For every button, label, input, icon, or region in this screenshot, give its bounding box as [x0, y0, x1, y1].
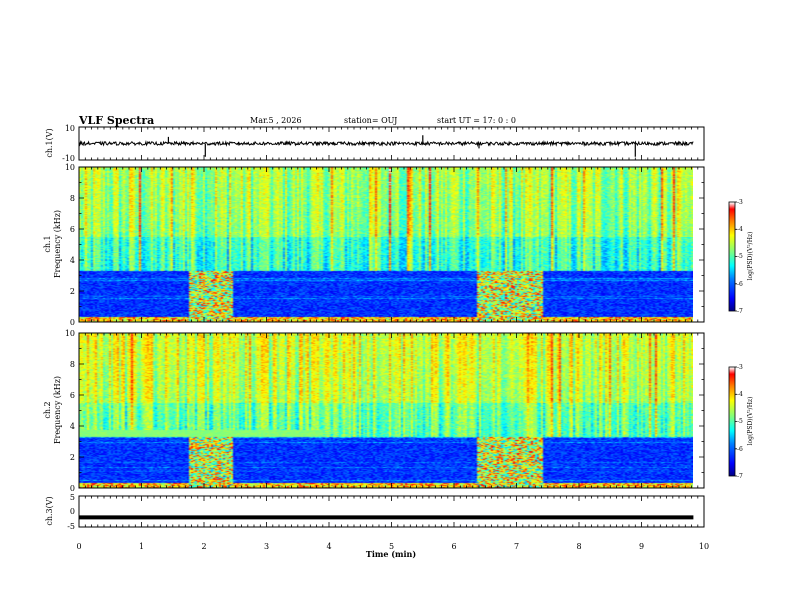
ch1-spectrogram-ylabel2: Frequency (kHz)	[53, 210, 62, 278]
cbar1-tick-label: -7	[737, 308, 743, 315]
x-axis-label: Time (min)	[366, 549, 416, 559]
cbar1-label: log(PSD)(V²/Hz)	[747, 232, 754, 281]
xtick-label: 6	[451, 542, 456, 551]
ch3-ytick-label: 5	[70, 493, 75, 502]
xtick-label: 1	[139, 542, 144, 551]
spec1-ytick-label: 0	[70, 318, 75, 327]
spec1-ytick-label: 8	[70, 194, 75, 203]
spec1-ytick-label: 2	[70, 287, 75, 296]
cbar2-label: log(PSD)(V²/Hz)	[747, 397, 754, 446]
xtick-label: 4	[326, 542, 331, 551]
spec2-ytick-label: 8	[70, 360, 75, 369]
cbar1-tick-label: -4	[737, 226, 743, 233]
spec2-ytick-label: 6	[70, 391, 75, 400]
ch1-ytick-label: 10	[65, 124, 75, 133]
axis-ticks	[78, 127, 737, 527]
xtick-label: 10	[699, 542, 709, 551]
xtick-label: 3	[264, 542, 269, 551]
cbar2-tick-label: -6	[737, 446, 743, 453]
spec1-ytick-label: 10	[65, 163, 75, 172]
ch2-spectrogram-image	[79, 333, 693, 488]
cbar2-tick-label: -5	[737, 418, 743, 425]
ch3-ytick-label: -5	[67, 522, 75, 531]
ch1-waveform-trace	[78, 139, 694, 148]
cbar2-tick-label: -7	[737, 473, 743, 480]
cbar1-tick-label: -5	[737, 253, 743, 260]
ch1-spectrogram-ylabel: ch.1	[43, 235, 52, 252]
ch1-colorbar	[729, 202, 735, 311]
xtick-label: 2	[201, 542, 206, 551]
ch2-spectrogram-ylabel: ch.2	[43, 401, 52, 418]
spec1-ytick-label: 6	[70, 225, 75, 234]
ch1-ytick-label: -10	[62, 154, 75, 163]
xtick-label: 0	[76, 542, 81, 551]
spec1-ytick-label: 4	[70, 256, 75, 265]
ch3-waveform-ylabel: ch.3(V)	[45, 496, 54, 525]
ch2-colorbar	[729, 367, 735, 476]
xtick-label: 5	[389, 542, 394, 551]
chart-title: VLF Spectra	[78, 114, 154, 127]
header-date: Mar.5 , 2026	[250, 116, 302, 125]
cbar2-tick-label: -4	[737, 391, 743, 398]
spec2-ytick-label: 2	[70, 453, 75, 462]
spec2-ytick-label: 4	[70, 422, 75, 431]
ch1-spectrogram-image	[79, 167, 693, 322]
header-station: station= OUJ	[344, 116, 397, 125]
xtick-label: 8	[576, 542, 581, 551]
xtick-label: 7	[514, 542, 519, 551]
cbar1-tick-label: -6	[737, 281, 743, 288]
header-start-ut: start UT = 17: 0 : 0	[437, 116, 516, 125]
cbar1-tick-label: -3	[737, 199, 743, 206]
ch3-ytick-label: 0	[70, 507, 75, 516]
xtick-label: 9	[639, 542, 644, 551]
cbar2-tick-label: -3	[737, 364, 743, 371]
spec2-ytick-label: 0	[70, 484, 75, 493]
spec2-ytick-label: 10	[65, 329, 75, 338]
ch2-spectrogram-ylabel2: Frequency (kHz)	[53, 376, 62, 444]
ch1-waveform-spikes	[167, 135, 636, 157]
ch1-waveform-ylabel: ch.1(V)	[45, 128, 54, 157]
